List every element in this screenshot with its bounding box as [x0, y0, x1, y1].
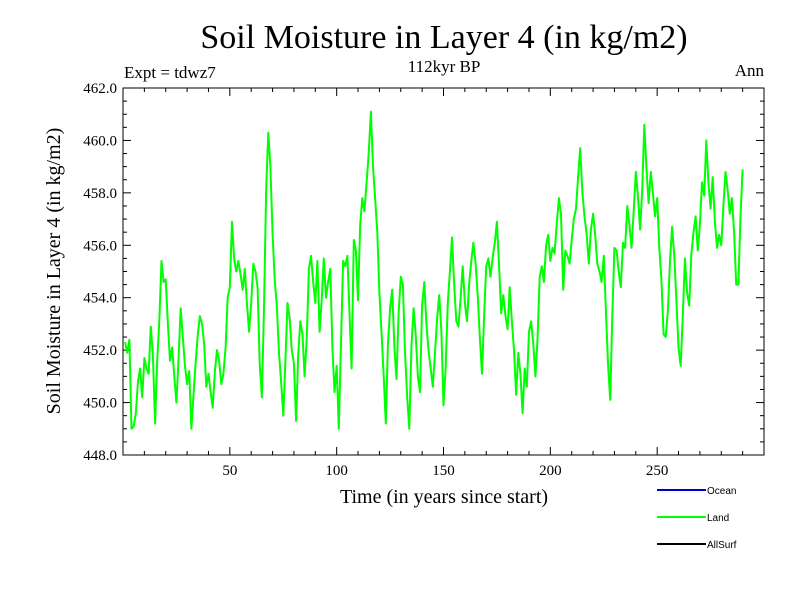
- x-tick-label: 50: [222, 463, 237, 479]
- y-tick-label: 458.0: [83, 186, 117, 202]
- series-group: [124, 110, 744, 430]
- x-tick-label: 100: [325, 463, 348, 479]
- y-tick-label: 462.0: [83, 81, 117, 97]
- y-tick-label: 448.0: [83, 448, 117, 464]
- plot-frame: [122, 87, 765, 456]
- series-line-land: [124, 110, 744, 430]
- x-tick-label: 150: [432, 463, 455, 479]
- y-tick-label: 460.0: [83, 133, 117, 149]
- legend: Ocean Land AllSurf: [657, 486, 737, 551]
- x-tick-label: 250: [646, 463, 669, 479]
- axis-ticks: 50 100 150 200 250 448.0 450.0 452.0 454.0 456.0 4…: [83, 81, 764, 479]
- expt-label: Expt = tdwz7: [124, 63, 216, 82]
- x-tick-label: 200: [539, 463, 562, 479]
- period-label: Ann: [735, 61, 765, 80]
- y-tick-label: 450.0: [83, 396, 117, 412]
- chart-subtitle: 112kyr BP: [408, 57, 481, 76]
- y-tick-label: 456.0: [83, 238, 117, 254]
- y-axis-label: Soil Moisture in Layer 4 (in kg/m2): [43, 128, 65, 415]
- legend-label-ocean: Ocean: [707, 486, 736, 497]
- chart-title: Soil Moisture in Layer 4 (in kg/m2): [200, 19, 687, 56]
- y-tick-label: 454.0: [83, 291, 117, 307]
- y-tick-label: 452.0: [83, 343, 117, 359]
- legend-label-land: Land: [707, 513, 729, 524]
- x-axis-label: Time (in years since start): [340, 486, 548, 508]
- legend-label-allsurf: AllSurf: [707, 540, 737, 551]
